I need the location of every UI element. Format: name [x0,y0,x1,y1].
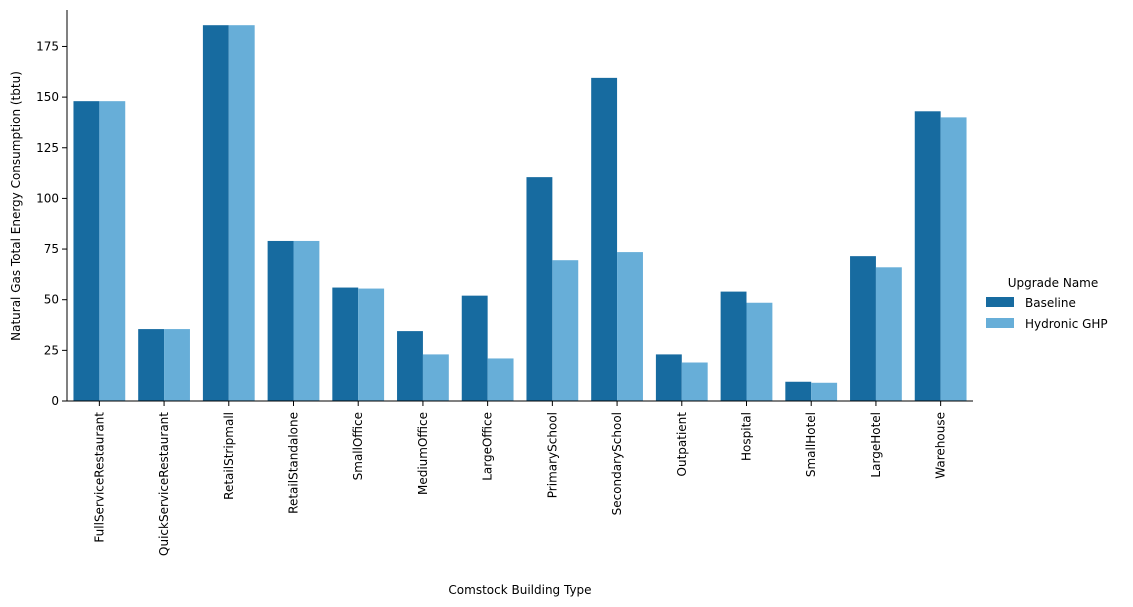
x-tick-label: LargeHotel [869,412,883,478]
bar-SecondarySchool-hydronic-ghp [617,252,643,401]
bar-Outpatient-baseline [655,354,682,401]
y-tick-label: 150 [36,90,59,104]
bar-RetailStandalone-hydronic-ghp [293,240,320,401]
y-tick-label: 0 [51,394,59,408]
x-tick-label: FullServiceRestaurant [92,412,106,543]
bar-FullServiceRestaurant-hydronic-ghp [99,101,126,401]
x-tick-label: MediumOffice [416,412,430,495]
bar-Warehouse-baseline [914,111,941,401]
bar-SmallOffice-hydronic-ghp [358,288,385,401]
bar-Warehouse-hydronic-ghp [940,117,967,402]
x-tick-label: SecondarySchool [610,412,624,515]
x-tick-label: Hospital [740,412,754,461]
legend-swatch [986,297,1014,307]
bar-LargeOffice-baseline [461,295,488,401]
x-tick-label: LargeOffice [481,412,495,481]
bars-group [73,25,967,402]
bar-RetailStandalone-baseline [267,240,294,401]
bar-PrimarySchool-baseline [526,177,553,401]
x-tick-label: SmallHotel [804,412,818,477]
legend: Upgrade Name Baseline Hydronic GHP [986,276,1108,331]
y-tick-label: 50 [44,293,59,307]
y-tick-label: 100 [36,191,59,205]
bar-PrimarySchool-hydronic-ghp [552,260,579,401]
legend-label: Hydronic GHP [1025,317,1108,331]
x-axis-title: Comstock Building Type [448,583,591,597]
x-tick-label: RetailStripmall [222,412,236,500]
y-ticks-group: 0 25 50 75 100 125 150 175 [36,39,67,408]
y-tick-label: 125 [36,141,59,155]
bar-FullServiceRestaurant-baseline [73,101,100,401]
x-tick-label: Outpatient [675,412,689,477]
y-axis-title: Natural Gas Total Energy Consumption (tb… [9,71,23,341]
bar-Hospital-baseline [720,291,747,401]
bar-Outpatient-hydronic-ghp [681,362,708,401]
bar-SmallHotel-baseline [785,381,812,401]
bar-SmallOffice-baseline [332,287,359,401]
y-tick-label: 175 [36,39,59,53]
bar-LargeOffice-hydronic-ghp [487,358,514,401]
y-tick-label: 75 [44,242,59,256]
bar-SecondarySchool-baseline [591,77,618,402]
x-tick-label: SmallOffice [351,412,365,480]
x-tick-label: Warehouse [934,412,948,479]
bar-MediumOffice-hydronic-ghp [422,354,449,401]
bar-SmallHotel-hydronic-ghp [811,382,838,401]
legend-label: Baseline [1025,296,1076,310]
bar-QuickServiceRestaurant-baseline [138,329,165,401]
legend-title: Upgrade Name [1008,276,1099,290]
bar-LargeHotel-hydronic-ghp [875,267,902,401]
bar-MediumOffice-baseline [397,331,423,401]
x-tick-label: PrimarySchool [545,412,559,498]
bar-RetailStripmall-baseline [202,25,229,401]
x-ticks-group: FullServiceRestaurant QuickServiceRestaur… [92,401,948,556]
x-tick-label: RetailStandalone [287,412,301,514]
bar-Hospital-hydronic-ghp [746,302,773,401]
bar-QuickServiceRestaurant-hydronic-ghp [164,329,190,401]
legend-swatch [986,318,1014,328]
bar-RetailStripmall-hydronic-ghp [228,25,255,401]
y-tick-label: 25 [44,343,59,357]
bar-LargeHotel-baseline [850,256,876,401]
x-tick-label: QuickServiceRestaurant [157,412,171,556]
